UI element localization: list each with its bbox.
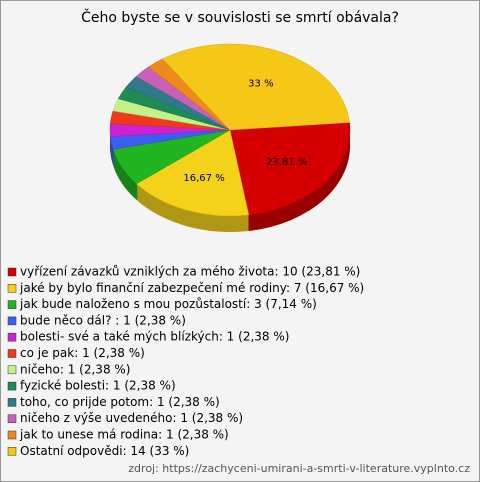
slice [229,122,351,216]
source: zdroj: https://zachyceni-umirani-a-smrti… [128,462,470,475]
slice [136,129,250,217]
legend-swatch [7,316,17,326]
legend-label: ničeho: 1 (2,38 %) [20,362,130,376]
legend-label: Ostatní odpovědi: 14 (33 %) [20,444,189,458]
slice-label: 33 % [248,78,273,89]
legend-swatch [7,398,17,407]
legend-swatch [7,349,17,358]
legend-swatch [7,414,17,423]
legend-swatch [7,284,17,293]
legend-label: jak to unese má rodina: 1 (2,38 %) [19,428,229,442]
slice-label: 23,81 % [266,157,307,168]
legend-label: bolesti- své a také mých blízkých: 1 (2,… [20,330,289,344]
legend-label: fyzické bolesti: 1 (2,38 %) [20,379,176,393]
legend-swatch [7,381,17,391]
legend-label: ničeho z výše uvedeného: 1 (2,38 %) [20,411,243,425]
legend-swatch [7,365,17,375]
legend-label: jaké by bylo finanční zabezpečení mé rod… [19,281,364,295]
legend-swatch [7,332,17,342]
chart-title: Čeho byste se v souvislosti se smrtí obá… [81,8,399,26]
slice-label: 16,67 % [183,173,224,184]
legend-label: vyřízení závazků vzniklých za mého život… [20,265,360,279]
legend-swatch [7,430,17,440]
legend-label: jak bude naloženo s mou pozůstalostí: 3 … [19,297,317,311]
legend-swatch [7,267,17,277]
legend-label: toho, co prijde potom: 1 (2,38 %) [20,395,220,409]
legend-label: bude něco dál? : 1 (2,38 %) [20,313,186,327]
legend-swatch [7,447,17,456]
legend-label: co je pak: 1 (2,38 %) [20,346,145,360]
legend-swatch [7,300,17,309]
slice [162,43,350,131]
